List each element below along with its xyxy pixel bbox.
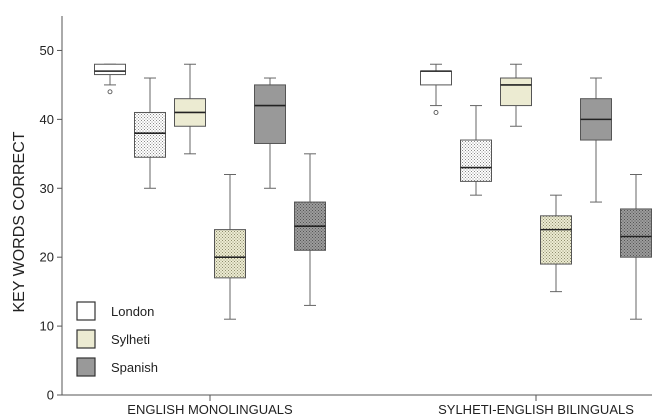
box-sylheti-noise bbox=[540, 194, 572, 293]
box-london-noise bbox=[134, 77, 166, 189]
legend-label: London bbox=[111, 304, 154, 319]
box-iqr bbox=[540, 215, 572, 265]
legend-item-sylheti: Sylheti bbox=[76, 329, 150, 349]
box-iqr bbox=[94, 63, 126, 76]
boxes bbox=[94, 63, 652, 320]
axes: 0 10 20 30 40 50 ENGLISH MONOLINGUALS SYLHETI-E… bbox=[40, 16, 652, 417]
box-iqr bbox=[420, 70, 452, 86]
box-sylheti-clear bbox=[174, 63, 206, 155]
box-spanish-noise bbox=[620, 173, 652, 320]
box-sylheti-clear bbox=[500, 63, 532, 127]
box-london-clear bbox=[94, 63, 126, 95]
y-tick-label: 30 bbox=[40, 181, 54, 196]
box-london-noise bbox=[460, 105, 492, 196]
x-group-label: SYLHETI-ENGLISH BILINGUALS bbox=[438, 402, 634, 417]
box-london-clear bbox=[420, 63, 452, 115]
box-spanish-clear bbox=[580, 77, 612, 203]
y-tick-label: 50 bbox=[40, 43, 54, 58]
y-tick-label: 20 bbox=[40, 250, 54, 265]
outlier-point bbox=[107, 89, 113, 95]
y-tick-label: 40 bbox=[40, 112, 54, 127]
y-tick-label: 0 bbox=[47, 388, 54, 403]
legend-item-london: London bbox=[76, 301, 154, 321]
legend-swatch bbox=[76, 301, 96, 321]
legend-swatch bbox=[76, 357, 96, 377]
outlier-point bbox=[433, 110, 439, 115]
y-axis-title: KEY WORDS CORRECT bbox=[11, 131, 28, 312]
box-iqr bbox=[620, 208, 652, 258]
legend-swatch bbox=[76, 329, 96, 349]
box-sylheti-noise bbox=[214, 173, 246, 320]
legend-label: Sylheti bbox=[111, 332, 150, 347]
box-spanish-noise bbox=[294, 153, 326, 306]
x-group-label: ENGLISH MONOLINGUALS bbox=[127, 402, 293, 417]
legend: London Sylheti Spanish bbox=[76, 301, 158, 377]
box-spanish-clear bbox=[254, 77, 286, 189]
box-iqr bbox=[460, 139, 492, 182]
legend-label: Spanish bbox=[111, 360, 158, 375]
box-iqr bbox=[500, 77, 532, 107]
box-iqr bbox=[214, 229, 246, 279]
box-iqr bbox=[134, 111, 166, 158]
y-tick-label: 10 bbox=[40, 319, 54, 334]
legend-item-spanish: Spanish bbox=[76, 357, 158, 377]
box-iqr bbox=[254, 84, 286, 144]
